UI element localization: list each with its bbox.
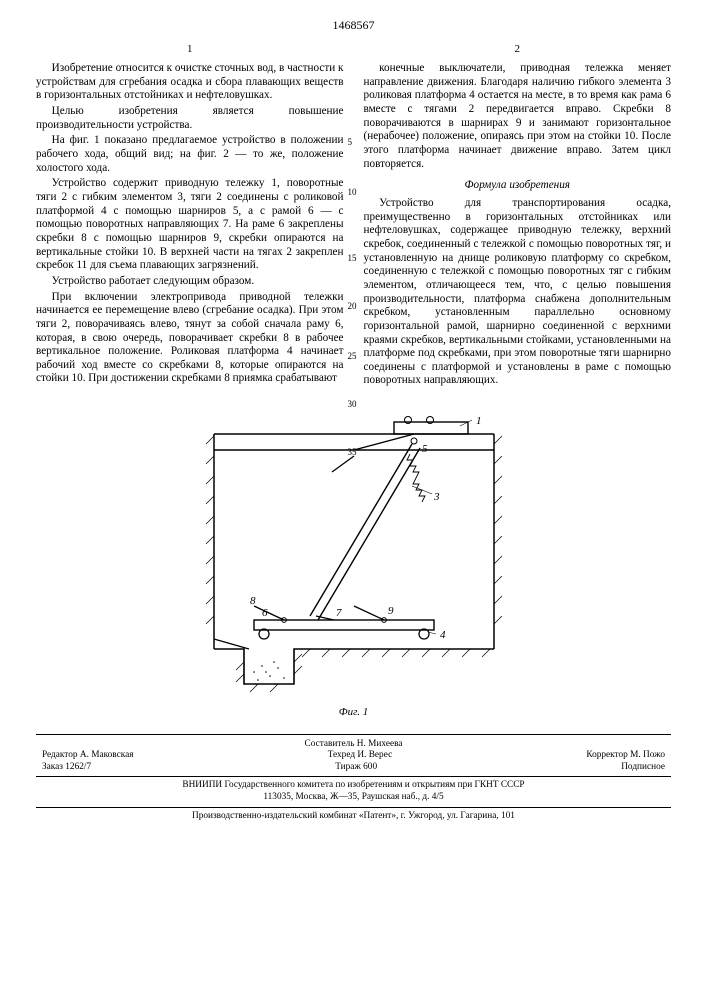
patent-page: 1468567 5101520253035 1 Изобретение отно…	[0, 0, 707, 1000]
line-number: 30	[348, 399, 357, 410]
body-paragraph: Устройство содержит приводную тележку 1,…	[36, 177, 344, 273]
imprint-corrector: Корректор М. Пожо	[586, 750, 665, 762]
body-paragraph: Изобретение относится к очистке сточных …	[36, 62, 344, 103]
line-number: 35	[348, 447, 357, 458]
imprint-order: Заказ 1262/7	[42, 762, 91, 774]
imprint-editor: Редактор А. Маковская	[42, 750, 134, 762]
imprint-composer: Составитель Н. Михеева	[36, 739, 671, 751]
imprint-techred: Техред И. Верес	[328, 750, 393, 762]
ref-label-4: 4	[440, 629, 446, 641]
body-paragraph: При включении электропривода приводной т…	[36, 291, 344, 387]
column-left: 1 Изобретение относится к очистке сточны…	[36, 43, 354, 391]
imprint-subscription: Подписное	[621, 762, 665, 774]
line-number: 25	[348, 351, 357, 362]
patent-number: 1468567	[36, 18, 671, 33]
column-number-right: 2	[364, 43, 672, 56]
body-paragraph: Устройство работает следующим образом.	[36, 275, 344, 289]
ref-label-1: 1	[476, 415, 482, 427]
imprint-line3: Производственно-издательский комбинат «П…	[36, 807, 671, 823]
claim-paragraph: Устройство для транспортирования осадка,…	[364, 197, 672, 388]
line-number: 10	[348, 187, 357, 198]
formula-heading: Формула изобретения	[364, 179, 672, 193]
imprint-block: Составитель Н. Михеева Редактор А. Маков…	[36, 734, 671, 823]
column-right: 2 конечные выключатели, приводная тележк…	[354, 43, 672, 391]
body-columns: 5101520253035 1 Изобретение относится к …	[36, 43, 671, 391]
imprint-line1: ВНИИПИ Государственного комитета по изоб…	[36, 780, 671, 792]
ref-label-8: 8	[250, 595, 256, 607]
ref-label-3: 3	[433, 491, 440, 503]
ref-label-7: 7	[336, 607, 342, 619]
ref-label-6: 6	[262, 607, 268, 619]
line-number: 20	[348, 301, 357, 312]
imprint-line2: 113035, Москва, Ж—35, Раушская наб., д. …	[36, 792, 671, 804]
ref-label-5: 5	[422, 443, 428, 455]
body-paragraph: конечные выключатели, приводная тележка …	[364, 62, 672, 171]
column-number-left: 1	[36, 43, 344, 56]
body-paragraph: Целью изобретения является повышение про…	[36, 105, 344, 132]
line-number: 5	[348, 137, 353, 148]
line-number: 15	[348, 253, 357, 264]
figure-caption: Фиг. 1	[36, 706, 671, 719]
imprint-tirazh: Тираж 600	[335, 762, 377, 774]
ref-label-9: 9	[388, 605, 394, 617]
body-paragraph: На фиг. 1 показано предлагаемое устройст…	[36, 134, 344, 175]
